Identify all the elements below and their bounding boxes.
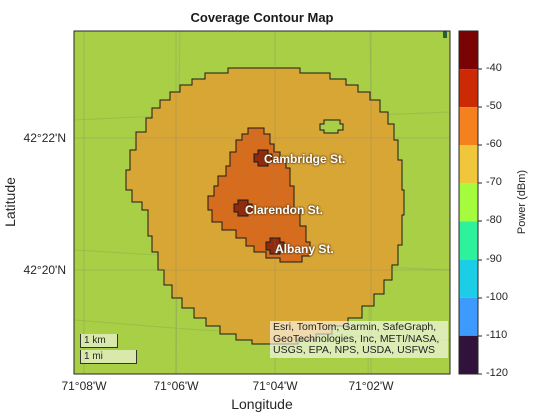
colorbar-tick-label: -80	[486, 214, 502, 226]
coverage-gap	[319, 119, 344, 134]
map-frame	[73, 30, 451, 375]
core-contour-clarendon	[233, 199, 253, 217]
street-label-clarendon: Clarendon St.	[245, 203, 324, 217]
x-tick-label: 71°06'W	[153, 379, 199, 393]
colorbar-band	[459, 335, 478, 374]
y-tick-label: 42°22'N	[23, 131, 66, 145]
map-title: Coverage Contour Map	[190, 10, 334, 25]
scale-bar-km: 1 km	[80, 334, 118, 348]
colorbar-band	[459, 297, 478, 336]
colorbar-tick-label: -40	[486, 62, 502, 74]
x-tick-label: 71°02'W	[348, 379, 394, 393]
core-contour-cambridge	[253, 149, 273, 167]
map-attribution: Esri, TomTom, Garmin, SafeGraph, GeoTech…	[270, 321, 448, 358]
colorbar-frame	[458, 30, 479, 375]
colorbar-label: Power (dBm)	[516, 169, 528, 235]
colorbar-tick-label: -90	[486, 253, 502, 265]
y-axis-label: Latitude	[2, 177, 18, 227]
graticule	[74, 31, 450, 374]
colorbar-band	[459, 145, 478, 184]
colorbar-tick-label: -70	[486, 176, 502, 188]
colorbar-tick-label: -120	[486, 367, 509, 379]
x-tick-label: 71°04'W	[252, 379, 298, 393]
y-tick-label: 42°20'N	[23, 263, 66, 277]
colorbar-band	[459, 69, 478, 108]
inner-coverage-contour	[207, 127, 311, 263]
colorbar-band	[459, 259, 478, 298]
street-label-albany: Albany St.	[275, 242, 334, 256]
map-marker	[443, 31, 447, 38]
street-label-cambridge: Cambridge St.	[264, 152, 346, 166]
colorbar-band	[459, 31, 478, 70]
scale-bar-mi: 1 mi	[80, 350, 137, 364]
colorbar-band	[459, 221, 478, 260]
colorbar-band	[459, 107, 478, 146]
colorbar-tick-label: -60	[486, 138, 502, 150]
colorbar-tick-label: -50	[486, 100, 502, 112]
core-contour-albany	[265, 237, 285, 255]
colorbar-tick-label: -110	[486, 329, 508, 341]
x-axis-label: Longitude	[231, 396, 293, 412]
colorbar-tick-label: -100	[486, 291, 509, 303]
colorbar	[458, 30, 482, 375]
colorbar-band	[459, 183, 478, 222]
x-tick-label: 71°08'W	[61, 379, 107, 393]
